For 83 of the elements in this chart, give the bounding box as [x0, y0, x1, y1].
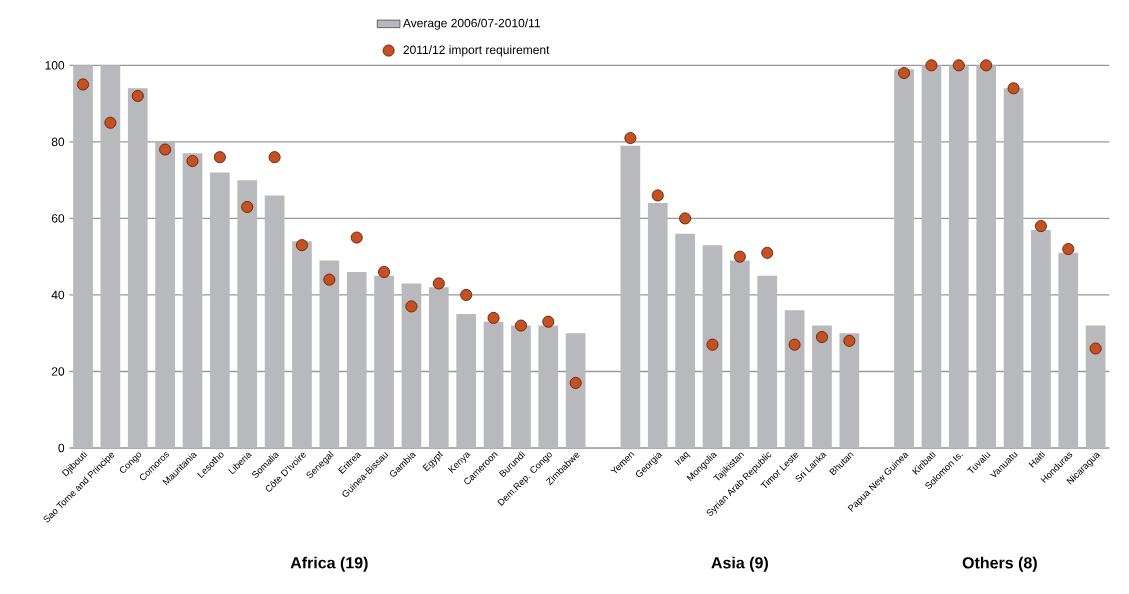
bar — [401, 283, 422, 448]
bar — [155, 141, 175, 448]
bar — [428, 287, 449, 448]
bar — [182, 153, 203, 448]
bar — [757, 275, 778, 448]
legend-label: 2011/12 import requirement — [403, 45, 550, 57]
point — [460, 288, 473, 301]
bar — [565, 333, 586, 448]
point — [1062, 243, 1075, 256]
point — [323, 273, 336, 286]
y-tick-label: 60 — [51, 214, 65, 223]
bar — [346, 271, 367, 448]
bar — [264, 195, 285, 448]
bar — [784, 310, 805, 448]
text: Africa (19) — [290, 556, 368, 572]
point — [131, 89, 144, 102]
point — [104, 116, 117, 129]
point — [77, 78, 90, 91]
bar — [210, 172, 230, 448]
y-tick-label: 80 — [51, 137, 65, 147]
point — [569, 376, 582, 389]
bar — [319, 260, 340, 448]
y-tick-label: 40 — [51, 290, 65, 300]
point — [706, 338, 719, 351]
point — [788, 338, 801, 351]
point — [679, 212, 692, 225]
point — [159, 143, 172, 156]
bar — [456, 314, 477, 448]
bar — [730, 260, 750, 448]
point — [378, 265, 391, 278]
bar — [921, 65, 942, 448]
point — [815, 331, 828, 344]
bar — [292, 241, 312, 448]
bar — [73, 65, 93, 448]
bar — [976, 65, 997, 448]
point — [843, 334, 856, 347]
bar — [483, 321, 504, 448]
bar — [1085, 325, 1106, 448]
point — [268, 151, 281, 164]
bar — [620, 145, 641, 448]
bar — [1003, 88, 1024, 448]
bar — [839, 333, 860, 448]
point — [733, 250, 746, 263]
point — [1034, 220, 1047, 233]
y-tick-label: 20 — [51, 367, 65, 376]
text: Others (8) — [962, 556, 1037, 572]
point — [624, 132, 637, 145]
point — [925, 59, 938, 72]
text: Asia (9) — [711, 556, 768, 572]
bar — [511, 325, 531, 448]
bar — [127, 88, 148, 448]
point — [1007, 82, 1020, 95]
point — [542, 315, 555, 328]
legend-label: Average 2006/07-2010/11 — [402, 18, 540, 30]
bar — [812, 325, 832, 448]
point — [898, 66, 911, 79]
point — [350, 231, 363, 244]
bar — [237, 180, 258, 448]
bar — [1031, 229, 1051, 448]
y-tick-label: 0 — [58, 443, 65, 453]
point — [295, 239, 308, 252]
bar — [702, 245, 723, 448]
bar — [675, 233, 695, 448]
bar — [1058, 252, 1079, 448]
bar — [100, 65, 121, 448]
point — [761, 246, 774, 259]
bar — [894, 69, 914, 448]
point — [980, 59, 993, 72]
bar — [948, 65, 969, 448]
point — [487, 311, 500, 324]
point — [405, 300, 418, 313]
y-tick-label: 100 — [45, 61, 65, 70]
point — [186, 155, 199, 167]
point — [213, 151, 226, 164]
bar — [374, 275, 394, 448]
point — [241, 200, 254, 213]
point — [651, 189, 664, 202]
bar — [538, 325, 559, 448]
point — [432, 277, 445, 290]
bar — [647, 203, 668, 448]
point — [952, 59, 965, 72]
point — [514, 319, 527, 332]
point — [1089, 342, 1102, 355]
